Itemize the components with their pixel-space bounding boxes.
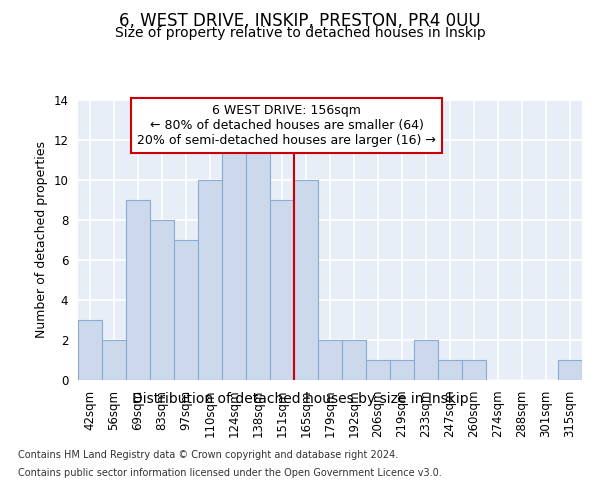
Bar xyxy=(462,360,486,380)
Bar xyxy=(246,140,270,380)
Text: Contains public sector information licensed under the Open Government Licence v3: Contains public sector information licen… xyxy=(18,468,442,477)
Bar xyxy=(318,340,342,380)
Text: 6 WEST DRIVE: 156sqm
← 80% of detached houses are smaller (64)
20% of semi-detac: 6 WEST DRIVE: 156sqm ← 80% of detached h… xyxy=(137,104,436,147)
Bar xyxy=(198,180,222,380)
Text: Distribution of detached houses by size in Inskip: Distribution of detached houses by size … xyxy=(131,392,469,406)
Bar xyxy=(294,180,318,380)
Bar xyxy=(222,140,246,380)
Bar xyxy=(126,200,150,380)
Text: 6, WEST DRIVE, INSKIP, PRESTON, PR4 0UU: 6, WEST DRIVE, INSKIP, PRESTON, PR4 0UU xyxy=(119,12,481,30)
Bar xyxy=(342,340,366,380)
Y-axis label: Number of detached properties: Number of detached properties xyxy=(35,142,48,338)
Text: Contains HM Land Registry data © Crown copyright and database right 2024.: Contains HM Land Registry data © Crown c… xyxy=(18,450,398,460)
Bar xyxy=(366,360,390,380)
Text: Size of property relative to detached houses in Inskip: Size of property relative to detached ho… xyxy=(115,26,485,40)
Bar xyxy=(102,340,126,380)
Bar xyxy=(78,320,102,380)
Bar xyxy=(150,220,174,380)
Bar xyxy=(438,360,462,380)
Bar xyxy=(390,360,414,380)
Bar xyxy=(270,200,294,380)
Bar xyxy=(414,340,438,380)
Bar xyxy=(174,240,198,380)
Bar xyxy=(558,360,582,380)
